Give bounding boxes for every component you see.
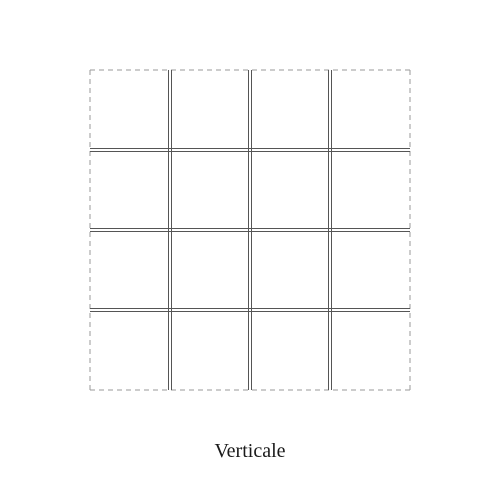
diagram-stage: Verticale: [0, 0, 500, 500]
caption-label: Verticale: [0, 440, 500, 463]
grid-diagram: [0, 0, 500, 500]
